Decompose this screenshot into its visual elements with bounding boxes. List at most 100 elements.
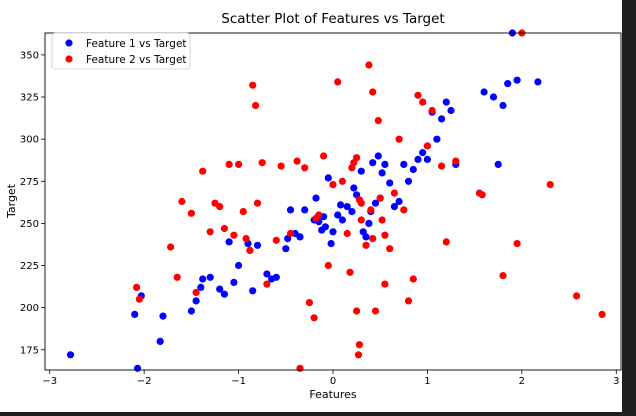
scatter-point-series-2 [369,235,377,243]
scatter-point-series-2 [573,292,581,300]
legend-label-feature-2: Feature 2 vs Target [86,54,187,66]
scatter-point-series-2 [135,295,143,303]
scatter-point-series-2 [343,229,351,238]
scatter-point-series-2 [353,154,361,162]
scatter-point-series-2 [272,236,280,244]
scatter-point-series-2 [334,78,342,86]
scatter-point-series-1 [199,275,207,283]
scatter-point-series-2 [324,261,332,270]
scatter-point-series-1 [480,88,488,96]
scatter-point-series-1 [225,238,233,246]
scatter-point-series-1 [329,228,337,236]
scatter-point-series-1 [272,273,280,281]
scatter-point-series-1 [321,223,329,231]
scatter-point-series-2 [404,297,413,305]
scatter-point-series-2 [390,189,398,197]
scatter-point-series-1 [438,115,446,123]
scatter-point-series-1 [350,184,358,192]
scatter-point-series-2 [353,307,361,315]
scatter-point-series-1 [187,307,195,315]
scatter-point-series-1 [301,206,309,214]
scatter-point-series-2 [206,228,214,236]
scatter-point-series-2 [133,283,141,291]
scatter-point-series-1 [249,287,257,295]
scatter-point-series-2 [414,91,422,99]
x-tick-label: −3 [42,376,57,387]
scatter-point-series-2 [220,224,228,233]
scatter-point-series-1 [192,297,200,305]
scatter-point-series-2 [598,310,606,318]
scatter-point-series-1 [499,101,507,110]
scatter-point-series-1 [369,159,377,167]
scatter-point-series-2 [301,164,309,172]
x-tick-label: −1 [231,376,246,387]
scatter-point-series-2 [178,197,186,206]
scatter-point-series-2 [192,288,200,297]
scatter-point-series-1 [419,149,427,157]
ticks-layer: −3 −2 −1 0 1 2 3 175 200 225 250 275 300 325 350 [20,50,620,387]
scatter-point-series-2 [258,159,266,167]
scatter-point-series-2 [315,211,323,219]
scatter-point-series-2 [423,142,431,150]
scatter-point-series-2 [338,177,346,185]
scatter-point-series-2 [357,199,365,207]
scatter-point-series-2 [187,209,195,217]
legend-marker-feature-1 [65,39,73,47]
scatter-point-series-1 [494,160,502,168]
scatter-point-series-2 [371,307,380,315]
scatter-point-series-2 [362,241,370,249]
scatter-point-series-1 [159,312,167,320]
scatter-point-series-2 [173,273,181,281]
scatter-point-series-2 [381,231,389,239]
scatter-point-series-2 [305,299,313,307]
legend-label-feature-1: Feature 1 vs Target [86,38,187,50]
scatter-point-series-1 [381,160,389,168]
scatter-point-series-1 [489,93,498,101]
scatter-point-series-1 [400,160,408,168]
scatter-point-series-1 [230,278,238,286]
y-tick-label: 225 [20,261,39,272]
scatter-point-series-1 [386,179,394,187]
x-tick-label: 1 [424,376,430,387]
scatter-point-series-2 [419,98,427,106]
scatter-point-series-1 [404,177,413,185]
scatter-point-series-2 [378,216,386,224]
scatter-point-series-2 [277,162,285,170]
scatter-point-series-2 [253,199,262,207]
scatter-point-series-1 [220,290,228,298]
scatter-point-series-1 [390,203,398,211]
scatter-point-series-1 [197,283,205,291]
y-tick-label: 300 [20,135,39,146]
scatter-point-series-2 [438,162,446,170]
scatter-point-series-2 [293,157,301,165]
scatter-point-series-1 [235,261,243,270]
x-tick-label: 0 [330,376,336,387]
scatter-point-series-2 [199,167,207,175]
scatter-point-series-1 [442,98,450,106]
scatter-point-series-1 [156,337,164,345]
scatter-point-series-1 [433,135,441,143]
scatter-point-series-2 [400,206,408,214]
scatter-point-series-2 [286,229,295,238]
scatter-point-series-1 [409,165,417,174]
scatter-point-series-1 [253,241,262,249]
scatter-point-series-2 [376,194,384,202]
scatter-point-series-1 [348,208,356,216]
scatter-point-series-2 [296,364,304,372]
scatter-point-series-1 [327,240,335,248]
scatter-point-series-2 [249,81,257,89]
scatter-point-series-1 [395,197,403,206]
y-tick-label: 250 [20,219,39,230]
scatter-point-series-2 [546,181,554,189]
x-axis-label: Features [309,388,357,401]
scatter-point-series-1 [343,203,351,211]
scatter-point-series-1 [312,194,320,202]
scatter-point-series-1 [66,351,75,359]
scatter-point-series-1 [378,169,386,177]
scatter-point-series-2 [235,160,243,168]
scatter-point-series-1 [216,285,224,293]
scatter-point-series-2 [225,160,233,168]
x-tick-label: 2 [519,376,525,387]
scatter-point-series-1 [263,270,271,278]
scatter-point-series-2 [369,88,377,96]
